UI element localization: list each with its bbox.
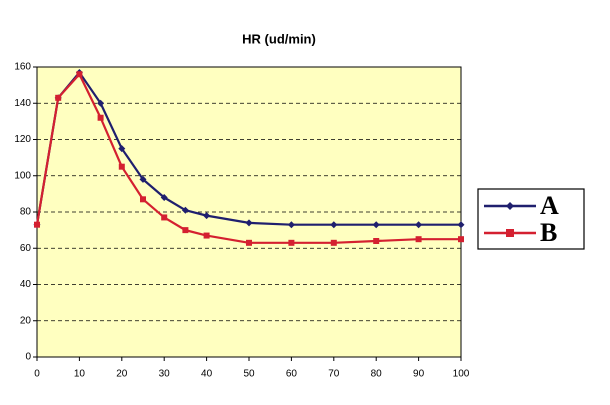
y-tick-label: 80: [20, 207, 32, 218]
legend-label: A: [540, 191, 559, 220]
y-tick-label: 160: [14, 62, 31, 73]
y-tick-label: 60: [20, 243, 32, 254]
point: [182, 227, 189, 234]
point: [97, 114, 104, 121]
y-tick-label: 20: [20, 315, 32, 326]
x-tick-label: 10: [74, 369, 86, 380]
point: [118, 145, 126, 153]
point: [97, 99, 105, 107]
y-tick-label: 120: [14, 134, 31, 145]
y-tick-label: 40: [20, 279, 32, 290]
x-tick-label: 70: [328, 369, 340, 380]
point: [372, 221, 380, 229]
point: [203, 232, 210, 239]
point: [203, 212, 211, 220]
y-tick-label: 0: [25, 352, 31, 363]
point: [287, 221, 295, 229]
point: [373, 238, 380, 244]
point: [246, 239, 252, 246]
point: [161, 214, 168, 221]
point: [140, 196, 146, 203]
point: [245, 219, 253, 227]
x-tick-label: 20: [116, 369, 128, 380]
point: [118, 163, 125, 170]
x-tick-label: 0: [34, 369, 40, 380]
x-tick-label: 40: [201, 369, 213, 380]
point: [139, 175, 147, 183]
x-tick-label: 60: [286, 369, 298, 380]
point: [458, 236, 464, 243]
x-tick-label: 80: [371, 369, 383, 380]
x-tick-label: 30: [159, 369, 171, 380]
legend-marker: [506, 229, 514, 237]
point: [330, 239, 337, 246]
point: [415, 236, 422, 243]
point: [330, 221, 338, 229]
chart-title: HR (ud/min): [242, 31, 316, 46]
point: [34, 221, 40, 228]
x-tick-label: 90: [413, 369, 425, 380]
x-tick-label: 50: [243, 369, 255, 380]
point: [288, 239, 295, 246]
point: [55, 94, 62, 101]
x-tick-label: 100: [453, 369, 470, 380]
legend-marker: [506, 202, 514, 210]
point: [160, 194, 168, 201]
legend-label: B: [540, 218, 557, 247]
y-tick-label: 140: [14, 98, 31, 109]
y-tick-label: 100: [14, 170, 31, 181]
point: [76, 71, 83, 78]
point: [181, 206, 189, 214]
point: [415, 221, 423, 229]
point: [457, 221, 465, 229]
legend-box: [477, 188, 585, 250]
